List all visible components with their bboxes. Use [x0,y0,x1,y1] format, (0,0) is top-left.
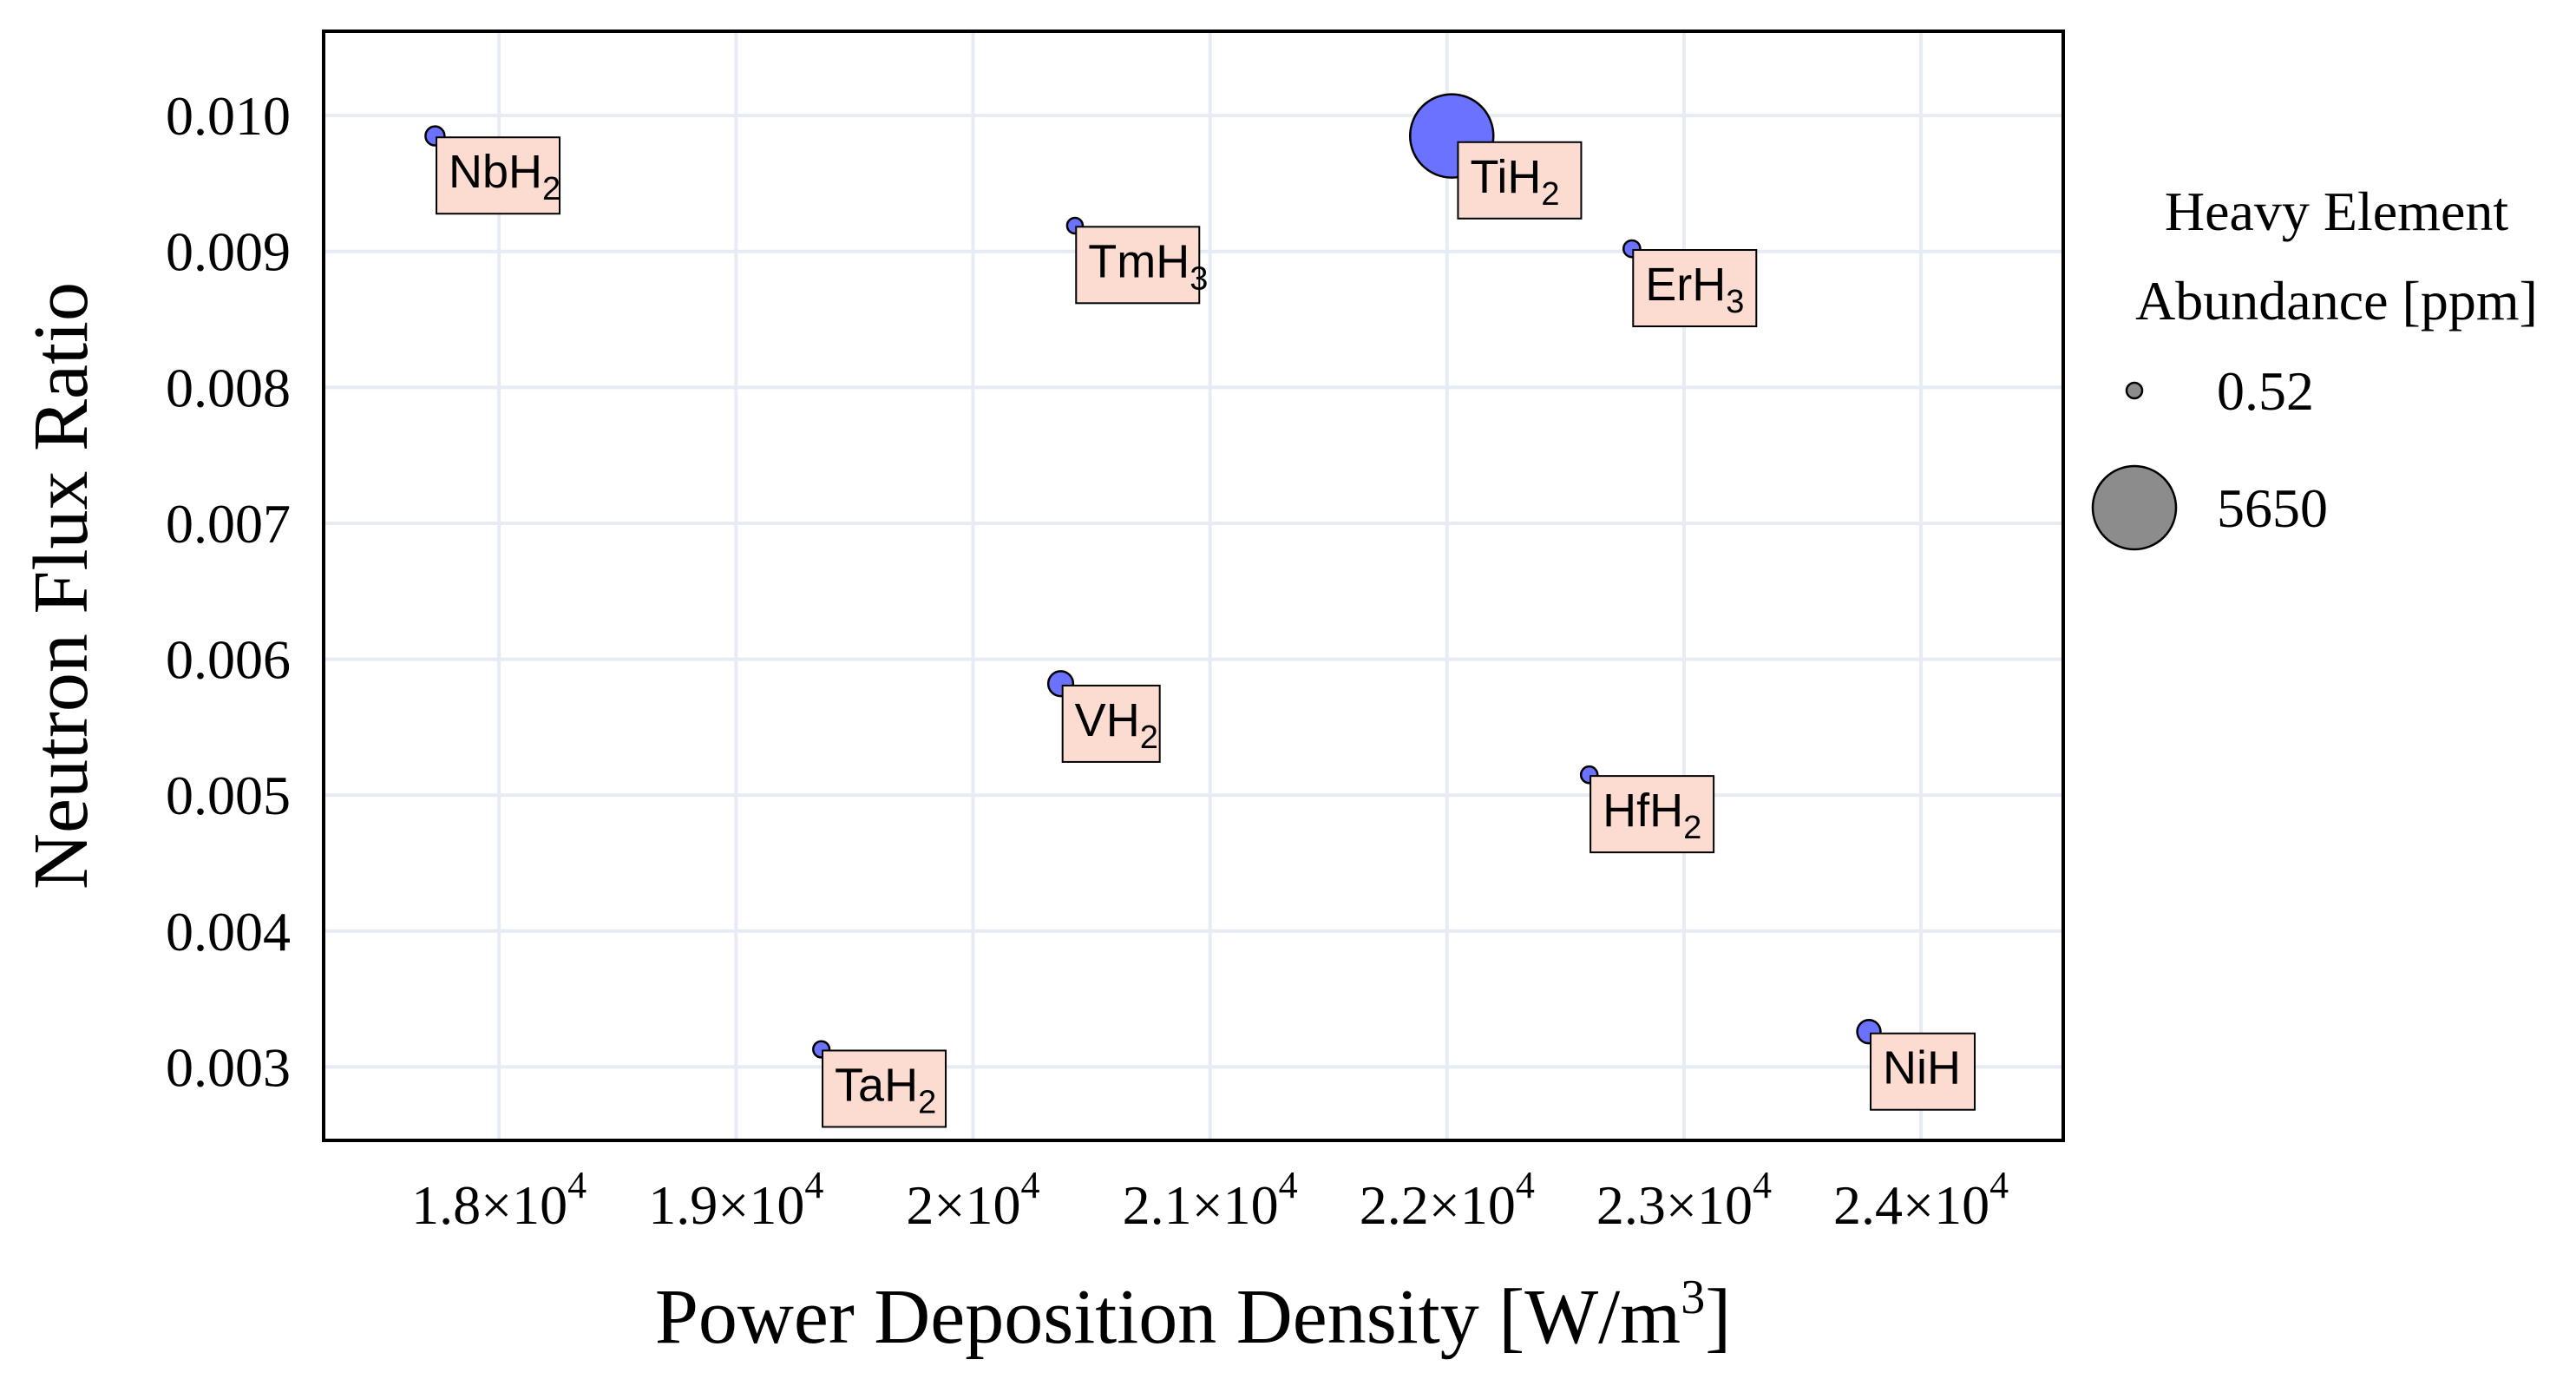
x-tick-label: 2.3×104 [1596,1164,1772,1236]
point-label-box [1632,249,1758,328]
point-label-box [1075,226,1201,305]
point-label-box [1590,775,1715,854]
data-points: NbH2 TmH3 TiH2 ErH3 VH2 HfH2 TaH2 NiH [424,93,1976,1128]
y-tick-label: 0.010 [166,85,291,147]
x-axis-title: Power Deposition Density [W/m3] [655,1271,1731,1360]
point-label: TmH3 [1088,235,1208,297]
point-label: NiH [1883,1042,1961,1094]
legend: Heavy Element Abundance [ppm] 0.52 5650 [2091,181,2538,551]
x-axis-ticks: 1.8×104 1.9×104 2×104 2.1×104 2.2×104 2.3×104… [411,1164,2009,1236]
point-label: TaH2 [835,1059,936,1120]
legend-title-line2: Abundance [ppm] [2135,270,2538,332]
legend-marker [2125,381,2144,400]
legend-title-line1: Heavy Element [2165,181,2509,242]
x-tick-label: 2×104 [906,1164,1039,1236]
legend-marker [2091,464,2178,551]
legend-label: 0.52 [2217,360,2314,422]
x-axis-title-superscript: 3 [1681,1271,1705,1324]
x-tick-label: 1.9×104 [648,1164,823,1236]
point-label-box [1457,141,1583,220]
y-axis-title: Neutron Flux Ratio [18,282,104,890]
y-tick-label: 0.007 [166,493,291,555]
x-tick-label: 2.4×104 [1833,1164,2009,1236]
point-label-box [1870,1032,1976,1111]
x-tick-label: 1.8×104 [411,1164,587,1236]
point-label-box [822,1049,947,1128]
y-tick-label: 0.003 [166,1036,291,1098]
point-label-box [436,136,561,215]
point-label: VH2 [1075,694,1158,756]
point-label: NbH2 [449,146,560,207]
y-tick-label: 0.008 [166,357,291,418]
point-label-box [1061,684,1161,763]
x-tick-label: 2.2×104 [1360,1164,1535,1236]
y-axis-ticks: 0.003 0.004 0.005 0.006 0.007 0.008 0.009 0.010 [166,85,291,1098]
x-tick-label: 2.1×104 [1123,1164,1298,1236]
plot-border [322,30,2065,1142]
y-tick-label: 0.009 [166,221,291,283]
point-label: ErH3 [1645,259,1744,320]
y-tick-label: 0.004 [166,901,291,962]
point-label: TiH2 [1470,151,1559,213]
y-tick-label: 0.006 [166,629,291,691]
legend-label: 5650 [2217,477,2328,539]
y-tick-label: 0.005 [166,765,291,826]
point-label: HfH2 [1603,785,1701,846]
